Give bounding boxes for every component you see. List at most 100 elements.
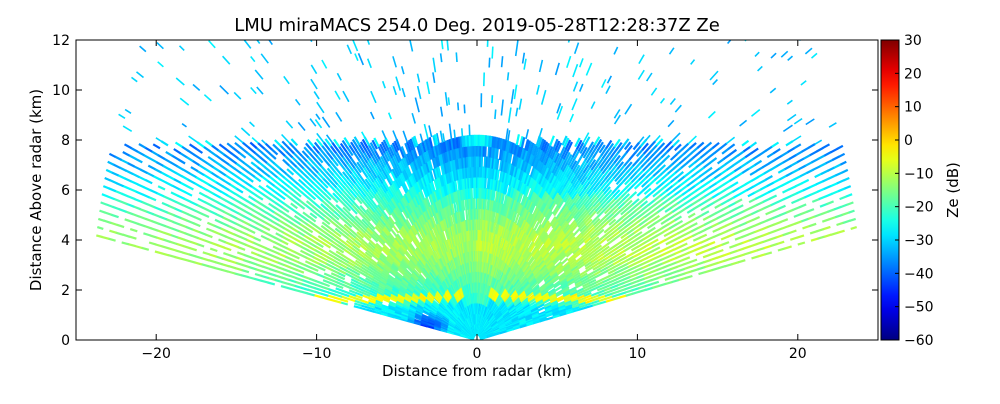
radar-gate [195, 256, 202, 258]
radar-gate [131, 222, 138, 224]
radar-gate [468, 135, 469, 146]
radar-gate [280, 245, 287, 248]
radar-gate [336, 112, 342, 121]
radar-gate [739, 157, 746, 162]
radar-gate [121, 160, 128, 163]
radar-gate [176, 202, 183, 205]
radar-gate [209, 260, 216, 262]
radar-gate [268, 239, 275, 242]
radar-gate [314, 92, 319, 100]
radar-gate [198, 199, 205, 203]
radar-gate [256, 172, 263, 177]
radar-gate [262, 176, 268, 181]
radar-gate [224, 212, 231, 216]
radar-gate [272, 255, 279, 258]
radar-gate [669, 195, 676, 200]
radar-gate [670, 99, 675, 105]
radar-gate [264, 262, 271, 265]
radar-gate [322, 287, 329, 289]
radar-gate [286, 173, 292, 179]
radar-gate [255, 70, 263, 79]
radar-gate [354, 306, 361, 308]
radar-gate [170, 199, 177, 202]
radar-gate [258, 143, 264, 149]
radar-gate [246, 206, 253, 210]
radar-gate [489, 136, 490, 147]
radar-gate [298, 122, 305, 130]
radar-gate [280, 168, 286, 173]
radar-gate [334, 298, 341, 300]
radar-gate [670, 199, 677, 204]
radar-gate [161, 172, 168, 176]
radar-gate [114, 199, 121, 202]
radar-gate [324, 277, 331, 280]
radar-gate [302, 280, 309, 283]
radar-gate [216, 257, 223, 259]
radar-gate [393, 86, 396, 95]
radar-gate [639, 55, 644, 64]
radar-gate [140, 209, 147, 212]
radar-gate [153, 144, 160, 148]
radar-gate [672, 181, 678, 186]
radar-gate [722, 149, 729, 154]
radar-gate [463, 210, 464, 221]
radar-gate [228, 226, 235, 229]
radar-gate [233, 174, 240, 179]
radar-gate [137, 151, 144, 155]
radar-gate [328, 292, 335, 294]
radar-gate [210, 151, 217, 156]
radar-gate [695, 182, 702, 187]
radar-gate [126, 171, 133, 174]
radar-gate [296, 212, 303, 217]
radar-gate [295, 243, 302, 247]
radar-gate [130, 189, 137, 192]
radar-gate [261, 204, 268, 208]
radar-gate [663, 199, 670, 204]
radar-gate [256, 228, 263, 232]
radar-gate [207, 223, 214, 226]
radar-gate [295, 286, 302, 288]
radar-gate [319, 264, 326, 267]
radar-gate [497, 148, 498, 159]
radar-gate [167, 176, 174, 180]
radar-gate [235, 273, 242, 275]
radar-gate [684, 195, 691, 200]
radar-gate [508, 130, 510, 141]
radar-gate [710, 71, 718, 80]
radar-gate [199, 165, 206, 169]
radar-gate [289, 280, 296, 282]
radar-gate [485, 177, 486, 188]
radar-gate [215, 262, 222, 264]
radar-gate [285, 261, 292, 264]
radar-gate [456, 52, 457, 62]
radar-gate [654, 220, 661, 224]
radar-gate [227, 143, 233, 148]
radar-gate [247, 177, 254, 182]
radar-gate [269, 273, 276, 275]
radar-gate [311, 268, 318, 271]
radar-gate [320, 260, 327, 263]
radar-gate [485, 156, 486, 167]
radar-gate [233, 148, 239, 153]
radar-gate [170, 242, 177, 244]
radar-gate [268, 283, 275, 285]
radar-gate [291, 203, 298, 208]
radar-gate [251, 162, 258, 167]
radar-gate [282, 282, 289, 284]
radar-gate [279, 150, 285, 156]
radar-gate [323, 117, 330, 127]
radar-gate [467, 146, 468, 157]
radar-gate [308, 293, 315, 295]
radar-gate [275, 140, 281, 146]
radar-gate [202, 258, 209, 260]
radar-gate [290, 208, 297, 213]
radar-gate [306, 258, 313, 261]
radar-gate [215, 268, 222, 270]
radar-gate [727, 165, 734, 170]
radar-gate [176, 244, 183, 246]
radar-gate [157, 238, 164, 240]
radar-gate [185, 192, 192, 196]
radar-gate [245, 211, 252, 215]
radar-gate [466, 157, 467, 168]
radar-gate [284, 265, 291, 268]
